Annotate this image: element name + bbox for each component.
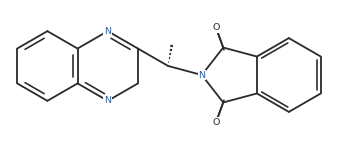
Text: O: O bbox=[212, 118, 220, 127]
Text: N: N bbox=[104, 27, 111, 36]
Text: N: N bbox=[104, 96, 111, 105]
Text: O: O bbox=[212, 23, 220, 32]
Text: N: N bbox=[198, 70, 205, 80]
